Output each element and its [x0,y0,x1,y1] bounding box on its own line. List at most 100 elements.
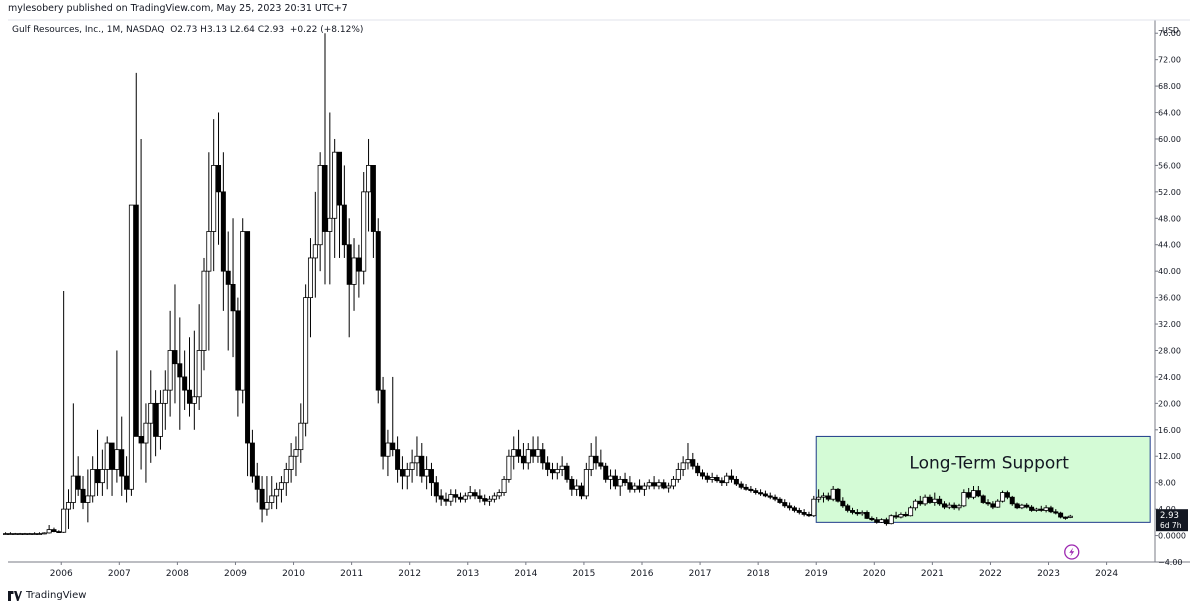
candle [7,532,13,535]
time-tick-label: 2012 [398,569,421,579]
candle-body-up [264,502,270,510]
candle-body-up [196,350,202,398]
candle [946,502,952,510]
candle [554,462,560,480]
candle [520,443,526,470]
candle [908,505,914,517]
candle-body-down [796,510,802,513]
candle-body-down [941,503,947,508]
candle-body-down [235,310,241,391]
candle [75,456,81,496]
candle [370,165,376,258]
candle [278,476,284,503]
candle-body-up [506,455,512,480]
candle-body-up [1043,507,1049,511]
candle [912,499,918,511]
support-zone-layer: Long-Term Support [815,435,1151,523]
candle-body-down [549,469,555,474]
candle [874,517,880,524]
candle [830,485,836,502]
candle [32,532,38,535]
candle-body-up [167,350,173,391]
candle-body-up [908,507,914,517]
candle-body-up [448,494,454,502]
candle [12,532,18,535]
time-tick-label: 2011 [340,569,363,579]
candle-body-down [980,495,986,503]
candle-body-down [975,490,981,497]
candle [22,532,28,535]
candle-body-up [995,500,1001,508]
candle-body-down [787,505,793,509]
candle [540,443,546,470]
tradingview-brand[interactable]: TradingView [8,590,86,601]
candle [724,472,730,486]
candle-body-up [303,297,309,424]
candle-body-up [879,519,885,523]
candle-body-up [317,165,323,246]
candle-body-down [729,475,735,480]
candle [656,479,662,490]
candle-body-up [670,478,676,487]
candle [346,218,352,338]
candle [467,485,473,500]
candle [670,476,676,490]
candle [937,495,943,506]
time-axis[interactable]: 2006 2007 2008 2009 2010 2011 2012 2013 2014 2015… [50,544,1119,579]
candle [545,456,551,477]
time-tick-label: 2020 [863,569,886,579]
support-zone-rect[interactable] [815,435,1151,523]
candle-body-up [332,151,338,219]
candle [312,191,318,298]
candle-body-down [622,478,628,484]
candle-body-up [535,449,541,457]
candle [438,489,444,506]
candle-body-down [109,442,115,470]
candle-body-up [1000,492,1006,502]
candle-body-up [685,459,691,464]
candle-body-up [148,402,154,424]
candle-body-down [753,490,759,493]
candle-body-down [438,495,444,500]
candle [704,472,710,483]
candle-body-up [27,533,33,535]
time-tick-label: 2006 [50,569,73,579]
candle-body-down [172,350,178,365]
candle-body-down [845,505,851,511]
lightning-icon[interactable] [1064,544,1080,560]
candle [419,443,425,483]
candle [1024,503,1030,509]
candle [525,443,531,470]
candle [143,403,149,483]
candle-body-up [361,191,367,272]
candle-body-down [1004,492,1010,498]
candle-body-down [864,512,870,519]
candle-body-down [893,515,899,518]
candle [186,337,192,417]
candle [579,482,585,500]
candle-body-down [346,244,352,285]
candle-body-up [404,469,410,477]
candle [888,514,894,525]
candle [404,462,410,490]
candle [641,482,647,496]
candle [791,505,797,513]
candle [535,436,541,463]
candle-body-down [458,496,464,500]
candle-body-down [119,449,125,477]
candle-body-down [791,507,797,511]
candle-body-up [859,512,865,515]
time-tick-label: 2024 [1095,569,1118,579]
candle-body-down [903,514,909,517]
candle [506,449,512,483]
candle [864,510,870,520]
candle-body-up [7,533,13,535]
candle-body-up [90,469,96,497]
candle [206,152,212,351]
candle-body-up [583,469,589,497]
candle [980,494,986,504]
candle [729,469,735,483]
candle [961,489,967,508]
